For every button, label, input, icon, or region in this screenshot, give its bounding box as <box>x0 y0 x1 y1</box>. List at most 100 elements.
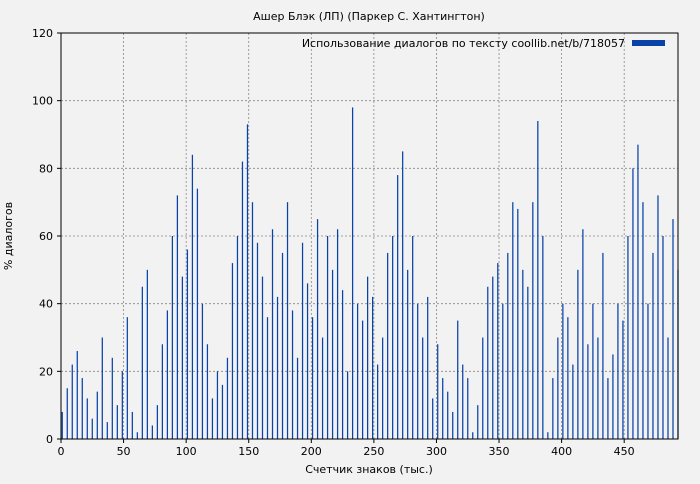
bar <box>597 337 599 439</box>
bar <box>276 296 279 439</box>
bar <box>587 344 589 439</box>
bar <box>417 303 419 439</box>
y-tick-label: 120 <box>32 27 53 40</box>
bar <box>507 252 509 439</box>
bar <box>121 371 123 439</box>
bar <box>592 303 594 439</box>
bar <box>261 276 264 439</box>
bar <box>402 151 404 439</box>
bar <box>432 398 434 439</box>
bar <box>412 236 414 439</box>
bar <box>186 249 189 439</box>
bar <box>462 364 464 439</box>
bar <box>602 252 604 439</box>
x-axis-ticks: 0 50 100 150 200 250 300 350 400 450 <box>58 439 635 458</box>
x-tick-label: 150 <box>238 445 259 458</box>
bar <box>201 303 204 439</box>
bar <box>642 202 644 439</box>
bar <box>311 317 314 439</box>
bar <box>81 378 83 439</box>
bar <box>161 344 163 439</box>
bar <box>617 303 619 439</box>
bar <box>542 236 544 439</box>
bar <box>492 276 494 439</box>
bar <box>231 263 234 439</box>
bar <box>627 236 629 439</box>
bar <box>126 317 128 439</box>
bar <box>552 378 554 439</box>
bar <box>537 120 539 439</box>
bar <box>221 384 224 439</box>
bar <box>336 229 339 439</box>
bar <box>216 371 219 439</box>
x-tick-label: 0 <box>58 445 65 458</box>
y-axis-label: % диалогов <box>2 202 15 270</box>
bar <box>657 195 659 439</box>
legend-label: Использование диалогов по тексту coollib… <box>302 37 625 50</box>
bar <box>662 236 664 439</box>
bar <box>377 364 379 439</box>
grid-lines <box>61 33 678 439</box>
x-tick-label: 350 <box>489 445 510 458</box>
bar <box>622 320 624 439</box>
bar <box>372 296 374 439</box>
bar <box>356 303 359 439</box>
bar <box>246 124 249 439</box>
bar <box>91 418 93 439</box>
legend: Использование диалогов по тексту coollib… <box>302 37 665 50</box>
bar <box>131 411 133 439</box>
bar <box>407 269 409 439</box>
bar <box>281 252 284 439</box>
bar <box>472 432 474 439</box>
bar <box>331 269 334 439</box>
x-tick-label: 400 <box>551 445 572 458</box>
bar <box>366 276 369 439</box>
bar <box>497 263 499 439</box>
bar <box>191 154 194 440</box>
bar <box>612 354 614 439</box>
bar <box>422 337 424 439</box>
bar <box>442 378 444 439</box>
bar <box>166 310 169 439</box>
x-tick-label: 250 <box>363 445 384 458</box>
bar <box>672 219 674 439</box>
bar <box>487 286 489 439</box>
bar <box>557 337 559 439</box>
bar <box>306 283 309 439</box>
x-tick-label: 200 <box>301 445 322 458</box>
bar <box>447 391 449 439</box>
bar <box>296 357 299 439</box>
bar <box>482 337 484 439</box>
bar <box>667 337 669 439</box>
bar <box>512 202 514 439</box>
bar <box>111 357 113 439</box>
bar <box>291 310 294 439</box>
bar <box>321 337 324 439</box>
bar <box>582 229 584 439</box>
bar <box>146 269 148 439</box>
bar <box>271 229 274 439</box>
bar <box>61 411 63 439</box>
bar <box>387 252 389 439</box>
bar <box>517 208 519 439</box>
bar <box>106 422 108 439</box>
bar <box>522 269 524 439</box>
bar <box>251 202 254 439</box>
bar <box>427 296 429 439</box>
bar <box>226 357 229 439</box>
x-tick-label: 50 <box>117 445 131 458</box>
bar <box>136 432 138 439</box>
bar <box>477 405 479 439</box>
bar <box>452 411 454 439</box>
bar <box>562 303 564 439</box>
bar-series <box>61 107 679 440</box>
bar <box>176 195 179 439</box>
bar <box>567 317 569 439</box>
bar <box>647 303 649 439</box>
bar <box>116 405 118 439</box>
bar <box>76 351 78 439</box>
bar <box>632 168 634 440</box>
y-tick-label: 60 <box>39 230 53 243</box>
